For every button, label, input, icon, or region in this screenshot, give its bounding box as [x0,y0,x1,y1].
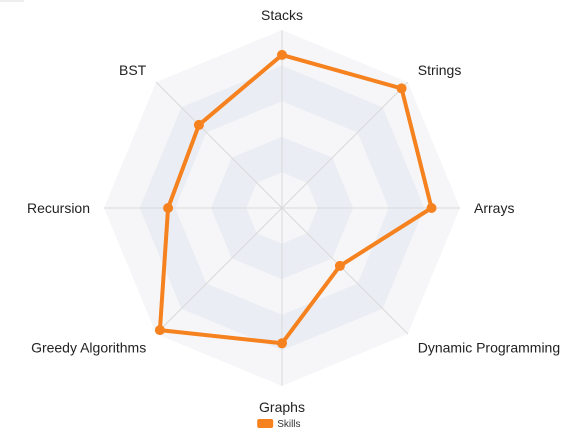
radar-axis-labels: Stacks Strings Arrays Dynamic Programming Gr… [27,7,560,415]
legend: Skills [257,419,301,430]
data-point-greedy-algorithms[interactable] [154,325,165,336]
radar-spokes [104,30,460,386]
axis-label-recursion: Recursion [27,200,90,216]
spoke-strings [281,81,409,209]
axis-label-bst: BST [119,62,147,78]
spoke-bst [155,81,283,209]
axis-label-stacks: Stacks [261,7,303,23]
axis-label-greedy-algorithms: Greedy Algorithms [31,340,146,356]
legend-label-skills[interactable]: Skills [277,419,300,430]
axis-label-arrays: Arrays [474,200,514,216]
top-left-corner-mark [0,0,24,2]
axis-label-graphs: Graphs [259,399,305,415]
data-point-stacks[interactable] [277,49,287,60]
axis-label-dynamic-programming: Dynamic Programming [418,340,560,356]
axis-label-strings: Strings [418,62,462,78]
spoke-dynamic-programming [281,207,409,335]
data-point-dynamic-programming[interactable] [334,260,345,271]
spoke-greedy-algorithms [155,207,283,335]
data-point-recursion[interactable] [163,203,174,213]
data-point-strings[interactable] [396,83,407,94]
radar-series [154,49,437,349]
data-point-graphs[interactable] [277,338,287,349]
data-point-arrays[interactable] [426,203,437,213]
data-point-bst[interactable] [193,119,204,130]
legend-swatch-skills[interactable] [257,419,274,428]
